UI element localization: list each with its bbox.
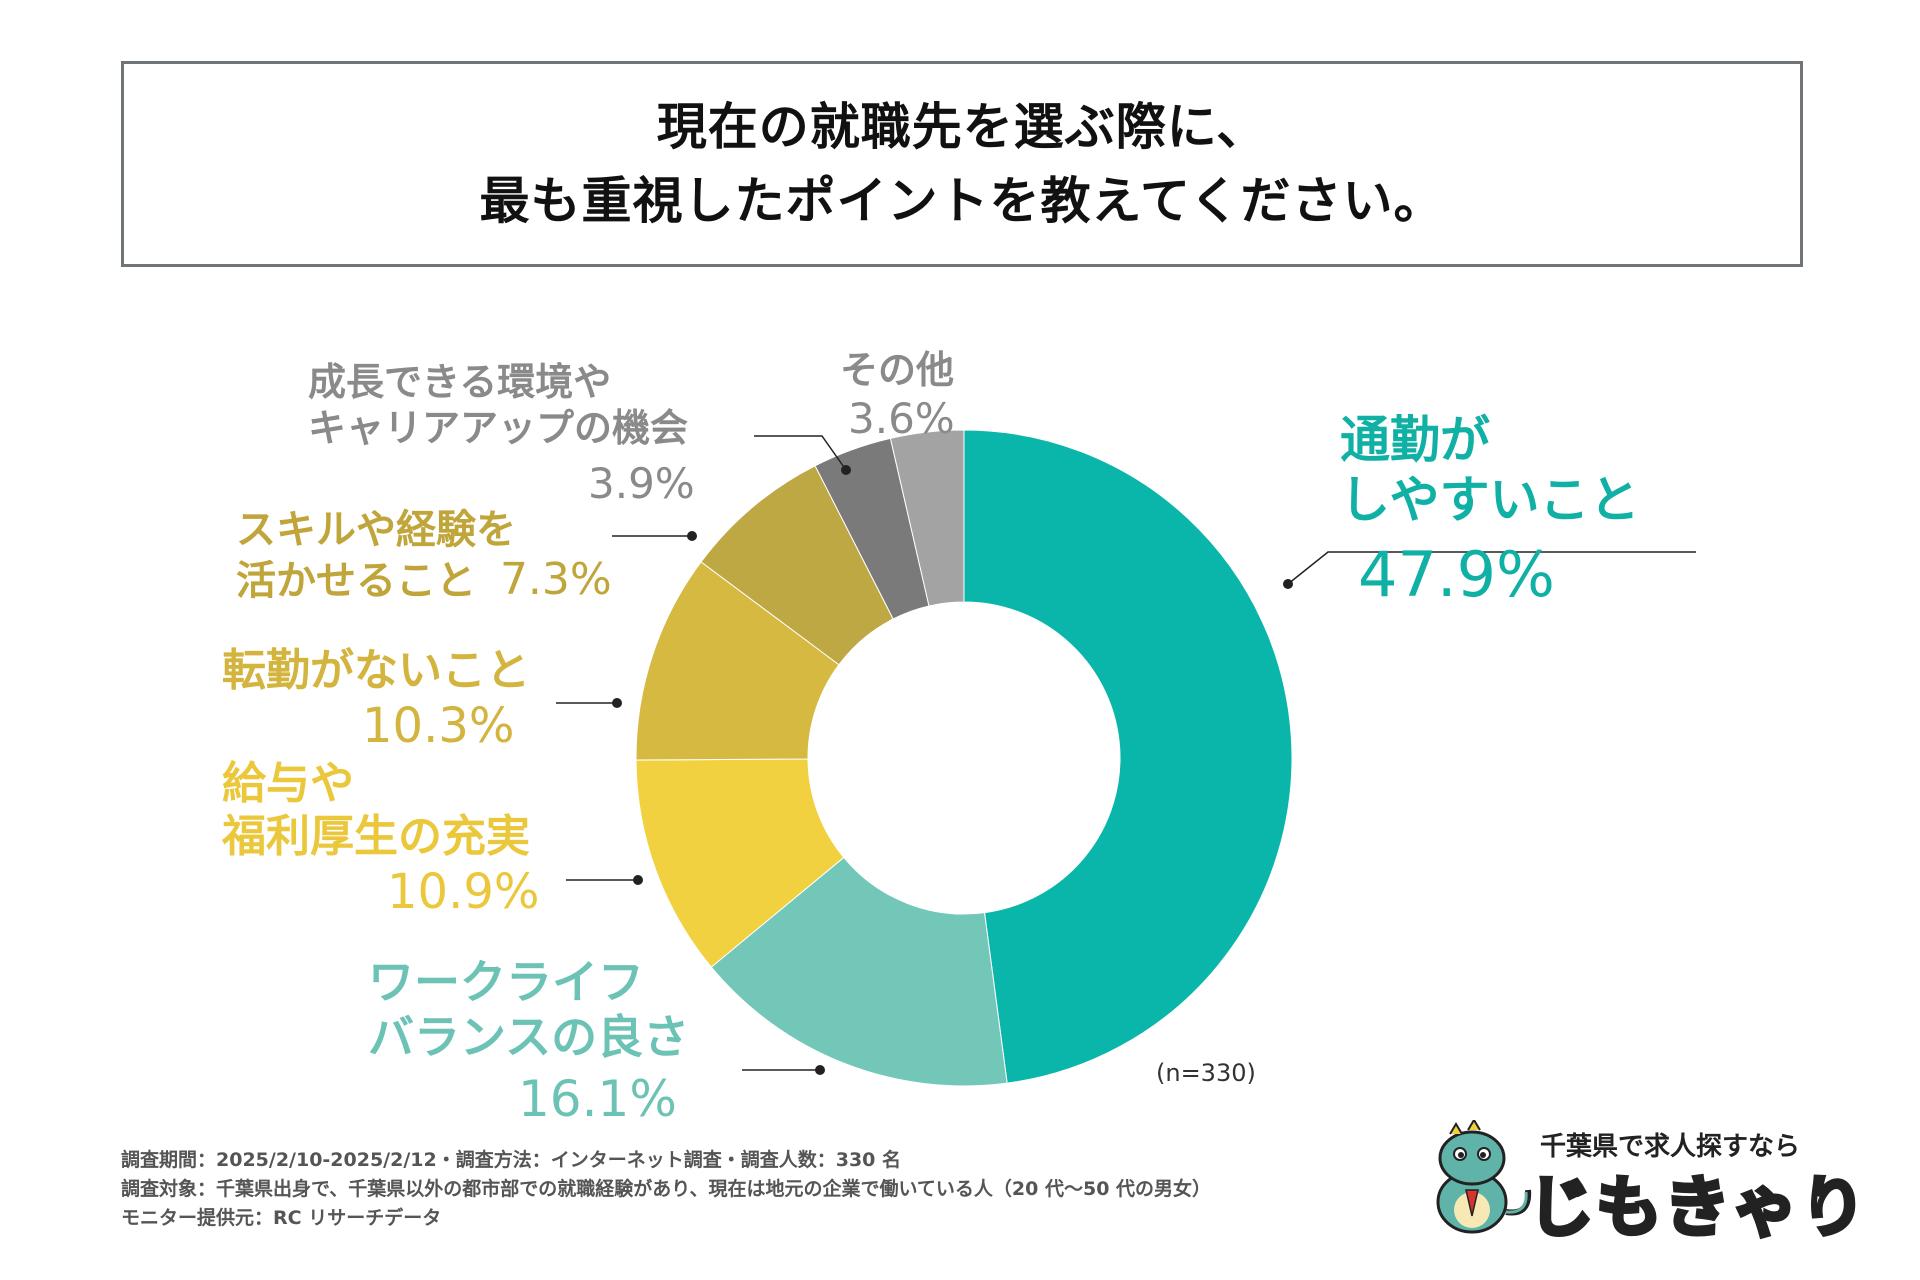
label-growth-line2: キャリアアップの機会	[308, 405, 689, 450]
label-other: その他 3.6%	[840, 348, 955, 444]
label-salary-line2: 福利厚生の充実	[222, 810, 530, 862]
label-growth: 成長できる環境や キャリアアップの機会 3.9%	[308, 360, 695, 510]
label-worklife-line2: バランスの良さ	[368, 1010, 690, 1065]
slice-3	[635, 561, 840, 761]
title-box: 現在の就職先を選ぶ際に、 最も重視したポイントを教えてください。	[121, 61, 1803, 267]
leader-dot-4	[687, 531, 697, 541]
logo-name: じもきゃり	[1526, 1167, 1868, 1248]
label-commute-line2: しやすいこと	[1340, 471, 1640, 529]
label-salary-line1: 給与や	[222, 758, 354, 809]
slice-6	[889, 429, 965, 607]
label-skills: スキルや経験を 活かせること 7.3%	[236, 506, 612, 607]
footer-line-3: モニター提供元：RC リサーチデータ	[121, 1207, 442, 1229]
leader-line-5	[754, 435, 847, 471]
survey-footer: 調査期間：2025/2/10-2025/2/12・調査方法：インターネット調査・…	[121, 1146, 1211, 1233]
label-worklife-line1: ワークライフ	[368, 955, 644, 1009]
leader-dot-5	[841, 465, 851, 475]
value-other: 3.6%	[848, 393, 955, 443]
value-transfer: 10.3%	[362, 697, 515, 754]
label-salary: 給与や 福利厚生の充実 10.9%	[222, 758, 539, 921]
label-growth-line1: 成長できる環境や	[308, 360, 612, 404]
slice-0	[963, 429, 1293, 1084]
footer-line-1: 調査期間：2025/2/10-2025/2/12・調査方法：インターネット調査・…	[121, 1149, 902, 1171]
footer-line-2: 調査対象：千葉県出身で、千葉県以外の都市部での就職経験があり、現在は地元の企業で…	[121, 1178, 1212, 1200]
title-line-2: 最も重視したポイントを教えてください。	[479, 172, 1445, 230]
leader-dot-0	[1283, 579, 1293, 589]
leader-dot-1	[815, 1065, 825, 1075]
label-transfer-line1: 転勤がないこと	[222, 645, 530, 696]
label-skills-line1: スキルや経験を	[236, 507, 516, 553]
label-other-line1: その他	[840, 348, 955, 392]
sample-size-note: (n=330)	[1156, 1059, 1256, 1087]
title-line-1: 現在の就職先を選ぶ際に、	[656, 98, 1268, 156]
slice-1	[710, 856, 1008, 1087]
label-transfer: 転勤がないこと 10.3%	[222, 645, 530, 755]
leader-dot-2	[633, 875, 643, 885]
label-worklife: ワークライフ バランスの良さ 16.1%	[368, 955, 689, 1129]
leader-dot-3	[612, 698, 622, 708]
value-commute: 47.9%	[1358, 538, 1555, 611]
label-commute: 通勤が しやすいこと 47.9%	[1340, 410, 1640, 612]
value-worklife: 16.1%	[518, 1070, 677, 1129]
logo-tagline: 千葉県で求人探すなら	[1540, 1132, 1801, 1162]
value-skills: 7.3%	[499, 554, 612, 605]
leader-line-0	[1287, 551, 1696, 585]
value-salary: 10.9%	[387, 863, 540, 920]
label-commute-line1: 通勤が	[1340, 411, 1490, 469]
value-growth: 3.9%	[588, 459, 695, 509]
dinosaur-mascot-icon	[1436, 1120, 1532, 1234]
label-skills-line2: 活かせること	[236, 558, 476, 604]
jimokyari-logo: 千葉県で求人探すなら じもきゃり	[1410, 1120, 1868, 1248]
